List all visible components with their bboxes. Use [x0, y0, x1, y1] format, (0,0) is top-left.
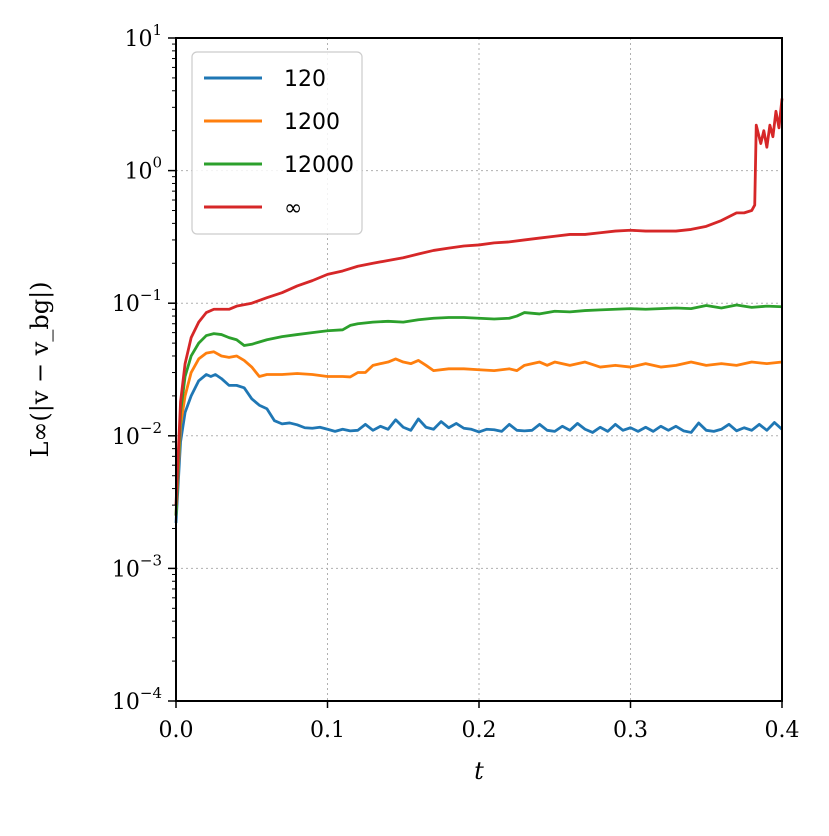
y-tick-base: 10 [112, 690, 140, 715]
x-tick-label: 0.1 [310, 718, 345, 743]
legend-label-2: 12000 [284, 153, 354, 178]
legend-box [191, 51, 363, 235]
y-tick-label: 10−4 [112, 684, 162, 715]
x-axis-label: t [474, 757, 484, 785]
legend: 120 1200 12000 ∞ [191, 51, 363, 235]
legend-label-1: 1200 [284, 110, 340, 135]
y-tick-exponent: −1 [140, 286, 162, 304]
y-tick-label: 10−1 [112, 286, 162, 317]
y-tick-base: 10 [124, 160, 152, 185]
plot-frame [175, 37, 783, 702]
y-tick-base: 10 [112, 557, 140, 582]
series-line-0 [174, 373, 783, 524]
series-line-2 [174, 303, 783, 516]
y-tick-exponent: −2 [140, 419, 162, 437]
y-tick-label: 101 [124, 21, 162, 52]
legend-label-0: 120 [284, 67, 326, 92]
series-line-1 [174, 350, 783, 516]
y-tick-exponent: −4 [140, 684, 162, 702]
y-tick-exponent: −3 [140, 551, 162, 569]
series-layer [174, 98, 784, 524]
y-tick-exponent: 0 [152, 154, 162, 172]
x-tick-label: 0.0 [159, 718, 194, 743]
y-tick-label: 10−3 [112, 551, 162, 582]
y-tick-label: 10−2 [112, 419, 162, 450]
y-tick-base: 10 [112, 425, 140, 450]
y-tick-exponent: 1 [152, 21, 162, 39]
x-tick-label: 0.2 [462, 718, 497, 743]
y-axis-label: L∞(|v − v_bg|) [26, 281, 55, 457]
y-tick-base: 10 [112, 292, 140, 317]
y-tick-label: 100 [124, 154, 162, 185]
legend-label-3: ∞ [284, 196, 302, 221]
series-line-3 [174, 98, 784, 506]
x-tick-label: 0.4 [765, 718, 800, 743]
y-tick-base: 10 [124, 27, 152, 52]
x-tick-label: 0.3 [613, 718, 648, 743]
